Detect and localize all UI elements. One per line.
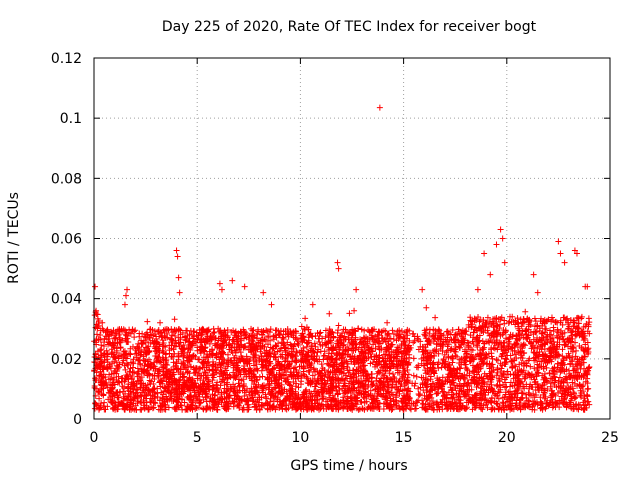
chart-title: Day 225 of 2020, Rate Of TEC Index for r…	[162, 19, 537, 35]
data-point	[318, 361, 325, 368]
data-point	[217, 382, 224, 389]
data-point	[559, 353, 566, 360]
data-point	[190, 328, 197, 335]
data-point	[499, 399, 506, 406]
data-point	[132, 347, 139, 354]
data-point	[137, 361, 144, 368]
data-point	[486, 339, 493, 346]
data-point	[527, 363, 534, 370]
data-point	[140, 397, 147, 404]
data-point	[580, 399, 587, 406]
data-point	[559, 346, 566, 353]
data-point	[390, 373, 397, 380]
data-point	[302, 315, 309, 322]
data-point	[417, 391, 424, 398]
data-point	[519, 319, 526, 326]
data-point	[432, 314, 439, 321]
data-point	[563, 366, 570, 373]
data-point	[259, 373, 266, 380]
grid	[94, 58, 610, 419]
data-point	[91, 405, 98, 412]
data-point	[522, 327, 529, 334]
data-point	[367, 360, 374, 367]
data-point	[475, 314, 482, 321]
y-axis-label: ROTI / TECUs	[6, 192, 22, 284]
data-point	[266, 329, 273, 336]
data-point	[493, 382, 500, 389]
data-point	[556, 374, 563, 381]
data-point	[410, 372, 417, 379]
data-point	[389, 327, 396, 334]
data-point	[224, 351, 231, 358]
data-point	[144, 318, 151, 325]
data-point	[171, 316, 178, 323]
data-point	[543, 364, 550, 371]
data-point	[585, 315, 592, 322]
data-point	[279, 406, 286, 413]
data-point	[170, 359, 177, 366]
data-point	[159, 347, 166, 354]
data-point	[426, 326, 433, 333]
data-point	[531, 315, 538, 322]
data-point	[572, 339, 579, 346]
data-point	[375, 329, 382, 336]
data-point	[416, 392, 423, 399]
data-point	[292, 364, 299, 371]
data-point	[91, 383, 98, 390]
data-point	[540, 391, 547, 398]
data-point	[101, 399, 108, 406]
data-point	[552, 318, 559, 325]
data-point	[407, 406, 414, 413]
data-point	[406, 351, 413, 358]
data-point	[522, 308, 529, 315]
data-point	[155, 373, 162, 380]
data-point	[335, 322, 342, 329]
data-point	[165, 404, 172, 411]
data-point	[317, 329, 324, 336]
data-point	[97, 331, 104, 338]
data-point	[573, 347, 580, 354]
data-point	[438, 364, 445, 371]
data-point	[413, 373, 420, 380]
data-point	[316, 339, 323, 346]
data-point	[131, 334, 138, 341]
data-point	[415, 346, 422, 353]
data-point	[117, 344, 124, 351]
data-point	[497, 360, 504, 367]
data-point	[263, 395, 270, 402]
x-axis-label: GPS time / hours	[290, 458, 407, 474]
data-point	[501, 320, 508, 327]
data-point	[410, 355, 417, 362]
data-point	[177, 339, 184, 346]
data-point	[564, 315, 571, 322]
data-point	[429, 398, 436, 405]
data-points	[91, 104, 593, 413]
data-point	[584, 375, 591, 382]
data-point	[548, 314, 555, 321]
data-point	[346, 310, 353, 317]
data-point	[135, 357, 142, 364]
data-point	[389, 371, 396, 378]
data-point	[121, 378, 128, 385]
